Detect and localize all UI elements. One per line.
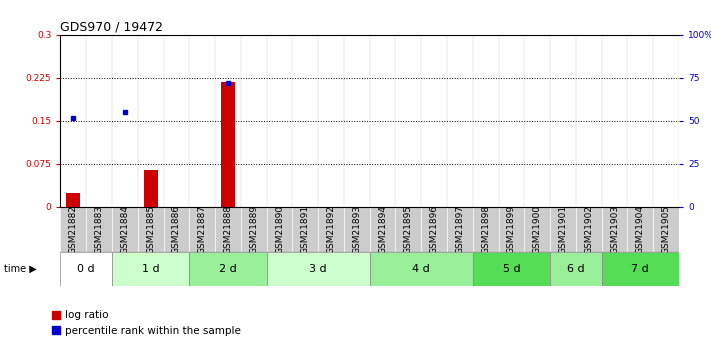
Text: GSM21898: GSM21898 [481,205,490,254]
Text: GSM21892: GSM21892 [326,205,336,254]
Bar [576,207,602,252]
Text: GSM21895: GSM21895 [404,205,413,254]
Bar [498,207,524,252]
Text: GSM21901: GSM21901 [559,205,567,254]
Text: 3 d: 3 d [309,264,327,274]
Text: GSM21904: GSM21904 [636,205,645,254]
Text: GSM21903: GSM21903 [610,205,619,254]
Bar [189,252,267,286]
Text: GSM21891: GSM21891 [301,205,310,254]
Bar [189,207,215,252]
Text: GSM21886: GSM21886 [172,205,181,254]
Bar [60,207,86,252]
Bar [627,207,653,252]
Text: GSM21894: GSM21894 [378,205,387,254]
Bar [602,207,627,252]
Bar [138,207,164,252]
Text: 0 d: 0 d [77,264,95,274]
Bar [144,170,158,207]
Bar [473,252,550,286]
Text: 1 d: 1 d [141,264,159,274]
Bar [267,252,370,286]
Bar [66,193,80,207]
Bar [524,207,550,252]
Text: GSM21882: GSM21882 [69,205,77,254]
Text: GSM21889: GSM21889 [250,205,258,254]
Text: 2 d: 2 d [219,264,237,274]
Bar [112,207,138,252]
Bar [164,207,189,252]
Bar [370,252,473,286]
Text: GSM21905: GSM21905 [662,205,670,254]
Text: 5 d: 5 d [503,264,520,274]
Bar [60,252,112,286]
Bar [395,207,421,252]
Text: GSM21890: GSM21890 [275,205,284,254]
Text: GSM21900: GSM21900 [533,205,542,254]
Text: GSM21888: GSM21888 [223,205,232,254]
Text: 7 d: 7 d [631,264,649,274]
Bar [221,82,235,207]
Text: GSM21883: GSM21883 [95,205,104,254]
Bar [344,207,370,252]
Bar [86,207,112,252]
Bar [215,207,241,252]
Bar [421,207,447,252]
Text: GSM21899: GSM21899 [507,205,516,254]
Bar [473,207,498,252]
Text: GSM21893: GSM21893 [353,205,361,254]
Bar [602,252,679,286]
Bar [112,252,189,286]
Bar [447,207,473,252]
Legend: log ratio, percentile rank within the sample: log ratio, percentile rank within the sa… [48,306,245,340]
Bar [267,207,292,252]
Text: GSM21887: GSM21887 [198,205,207,254]
Bar [550,207,576,252]
Text: GSM21897: GSM21897 [456,205,464,254]
Bar [370,207,395,252]
Text: GSM21902: GSM21902 [584,205,593,254]
Text: 6 d: 6 d [567,264,584,274]
Text: 4 d: 4 d [412,264,430,274]
Bar [653,207,679,252]
Bar [318,207,344,252]
Text: GSM21896: GSM21896 [429,205,439,254]
Bar [241,207,267,252]
Bar [292,207,318,252]
Text: GSM21885: GSM21885 [146,205,155,254]
Text: time ▶: time ▶ [4,264,36,274]
Text: GDS970 / 19472: GDS970 / 19472 [60,20,164,33]
Bar [550,252,602,286]
Text: GSM21884: GSM21884 [120,205,129,254]
